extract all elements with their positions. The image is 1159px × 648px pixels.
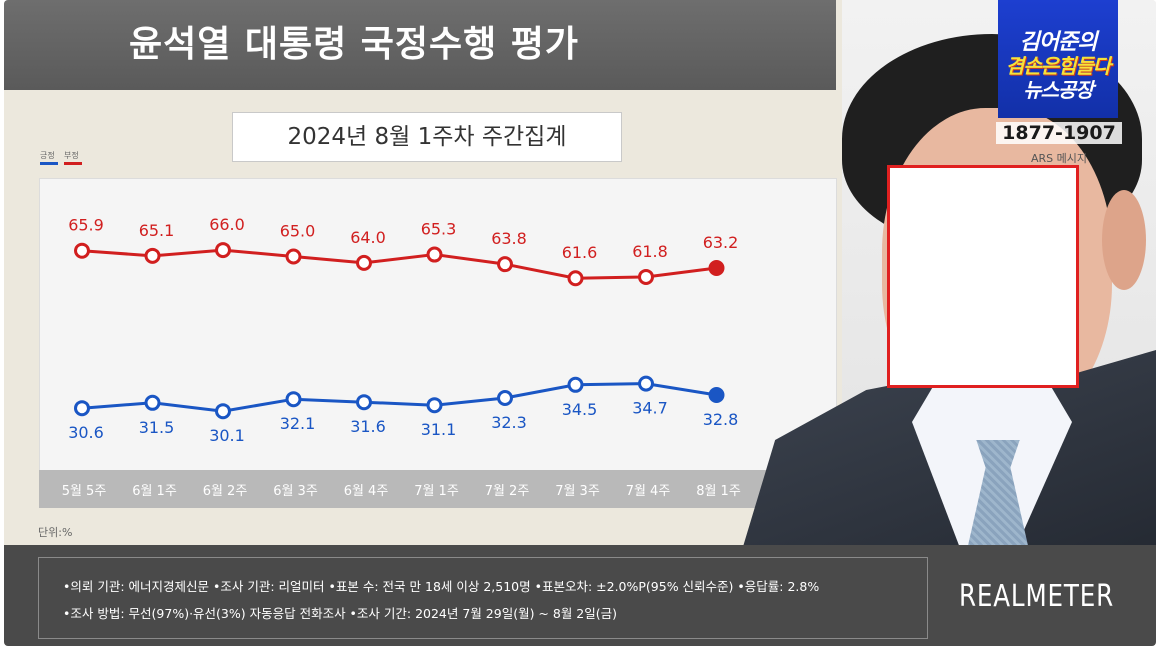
negative-value-label: 65.0 bbox=[280, 221, 316, 240]
negative-value-label: 66.0 bbox=[209, 215, 245, 234]
legend-label-negative: 부정 bbox=[64, 151, 79, 160]
negative-value-label: 64.0 bbox=[350, 228, 386, 247]
negative-value-label: 63.2 bbox=[703, 233, 739, 252]
photo-ear bbox=[1102, 190, 1146, 290]
negative-value-label: 63.8 bbox=[491, 229, 527, 248]
logo-line3: 뉴스공장 bbox=[1023, 78, 1094, 102]
negative-point bbox=[356, 254, 372, 271]
x-tick-label: 7월 4주 bbox=[626, 484, 671, 499]
chart-title: 윤석열 대통령 국정수행 평가 bbox=[128, 24, 580, 65]
positive-value-label: 32.1 bbox=[280, 414, 316, 433]
legend-swatch-positive bbox=[40, 162, 58, 165]
line-chart: 65.9 65.1 66.0 65.0 64.0 65.3 63.8 61.6 61.8 63.2… bbox=[62, 215, 741, 499]
x-tick-label: 7월 2주 bbox=[485, 484, 530, 499]
negative-point bbox=[426, 246, 443, 263]
x-tick-label: 6월 2주 bbox=[203, 484, 248, 499]
negative-value-label: 65.3 bbox=[421, 220, 457, 239]
x-tick-label: 7월 3주 bbox=[555, 484, 600, 499]
x-tick-label: 6월 3주 bbox=[273, 484, 318, 499]
positive-point bbox=[638, 375, 654, 392]
negative-point bbox=[497, 256, 513, 273]
chart-subtitle: 2024년 8월 1주차 주간집계 bbox=[232, 112, 622, 162]
positive-point bbox=[426, 397, 443, 414]
x-tick-label: 7월 1주 bbox=[414, 484, 459, 499]
positive-point bbox=[215, 403, 231, 420]
negative-point bbox=[708, 260, 725, 276]
x-tick-label: 6월 1주 bbox=[132, 484, 177, 499]
positive-point bbox=[497, 390, 513, 406]
negative-value-label: 65.9 bbox=[68, 216, 104, 235]
positive-value-label: 31.1 bbox=[421, 420, 457, 439]
chart-frame: 윤석열 대통령 국정수행 평가 2024년 8월 1주차 주간집계 긍정 부정 … bbox=[4, 0, 1156, 646]
negative-point bbox=[638, 268, 654, 285]
negative-value-label: 61.6 bbox=[562, 243, 598, 262]
x-tick-label: 5월 5주 bbox=[62, 484, 107, 499]
positive-point bbox=[356, 394, 372, 411]
brand-logo: REALMETER bbox=[959, 579, 1114, 614]
positive-point bbox=[74, 400, 90, 417]
positive-point bbox=[567, 376, 584, 393]
positive-series-line bbox=[81, 382, 717, 413]
negative-point bbox=[215, 242, 231, 259]
positive-value-label: 30.6 bbox=[68, 423, 104, 442]
positive-value-label: 31.5 bbox=[139, 418, 175, 437]
positive-value-label: 34.7 bbox=[632, 399, 668, 418]
ars-label: ARS 메시지 bbox=[1030, 152, 1087, 165]
negative-point bbox=[74, 242, 90, 259]
negative-series-line bbox=[81, 248, 717, 280]
positive-value-label: 31.6 bbox=[350, 417, 386, 436]
positive-value-label: 30.1 bbox=[209, 426, 245, 445]
survey-info-line2: •조사 방법: 무선(97%)·유선(3%) 자동응답 전화조사 •조사 기간:… bbox=[63, 606, 618, 621]
negative-point bbox=[567, 270, 584, 287]
positive-value-label: 32.3 bbox=[491, 413, 527, 432]
footer: •의뢰 기관: 에너지경제신문 •조사 기관: 리얼미터 •표본 수: 전국 만… bbox=[4, 545, 1156, 646]
face-redaction-box bbox=[887, 165, 1079, 388]
positive-point bbox=[285, 391, 302, 408]
broadcast-logo: 김어준의 겸손은힘들다 뉴스공장 bbox=[998, 0, 1118, 118]
legend-label-positive: 긍정 bbox=[40, 151, 55, 160]
x-tick-label: 8월 1주 bbox=[696, 484, 741, 499]
legend-swatch-negative bbox=[64, 162, 82, 165]
negative-point bbox=[285, 248, 302, 265]
negative-point bbox=[144, 247, 161, 264]
unit-label: 단위:% bbox=[38, 526, 73, 539]
positive-value-label: 34.5 bbox=[562, 400, 598, 419]
survey-info-line1: •의뢰 기관: 에너지경제신문 •조사 기관: 리얼미터 •표본 수: 전국 만… bbox=[63, 579, 820, 594]
x-axis-band bbox=[39, 470, 835, 508]
phone-number: 1877-1907 bbox=[996, 122, 1122, 144]
positive-point bbox=[708, 387, 725, 403]
logo-line1: 김어준의 bbox=[1019, 30, 1098, 55]
logo-line2: 겸손은힘들다 bbox=[1005, 54, 1111, 78]
negative-value-label: 61.8 bbox=[632, 242, 668, 261]
positive-point bbox=[144, 394, 161, 411]
plot-area bbox=[39, 178, 837, 472]
x-tick-label: 6월 4주 bbox=[344, 484, 389, 499]
title-band: 윤석열 대통령 국정수행 평가 bbox=[4, 0, 836, 90]
negative-value-label: 65.1 bbox=[139, 221, 175, 240]
positive-value-label: 32.8 bbox=[703, 410, 739, 429]
survey-info-box: •의뢰 기관: 에너지경제신문 •조사 기관: 리얼미터 •표본 수: 전국 만… bbox=[38, 557, 928, 639]
